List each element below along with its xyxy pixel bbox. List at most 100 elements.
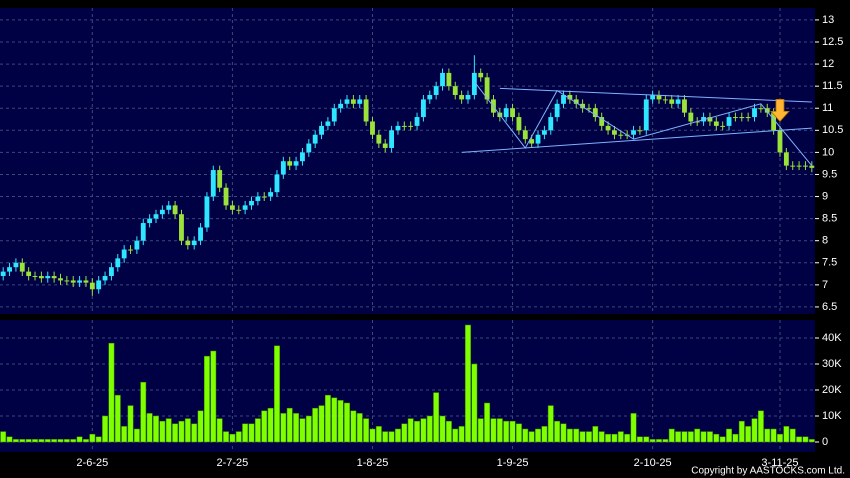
y-tick-label: 10 (822, 146, 834, 158)
y-tick-label: 12 (822, 58, 834, 70)
volume-bar (554, 420, 561, 443)
y-tick-label: 7 (822, 279, 828, 291)
candle-body (140, 223, 146, 241)
volume-bar (465, 324, 471, 443)
candle-body (478, 72, 484, 78)
volume-bar (770, 428, 777, 443)
volume-bar (439, 415, 446, 443)
candle-body (280, 161, 286, 175)
candle-body (64, 280, 70, 282)
signal-arrow (770, 99, 790, 123)
candle-body (732, 117, 738, 119)
candle-body (414, 117, 420, 126)
candle-body (465, 94, 471, 100)
candle-body (249, 200, 254, 206)
y-tick-label: 6.5 (822, 301, 837, 313)
candle-body (38, 276, 44, 279)
volume-bar (528, 431, 535, 443)
candle-body (128, 249, 133, 251)
x-tick-label: 2-6-25 (76, 457, 108, 469)
volume-bar (452, 428, 459, 443)
volume-bar (274, 345, 280, 443)
y-tick-label: 11 (822, 102, 833, 114)
volume-bar (541, 426, 548, 443)
candle-body (427, 94, 433, 100)
candle-body (745, 117, 751, 119)
candle-body (185, 240, 191, 246)
candle-body (452, 86, 458, 95)
candle-body (115, 258, 121, 268)
volume-bar (299, 418, 306, 443)
candle-body (109, 267, 114, 277)
volume-bar (83, 439, 89, 443)
volume-bar (254, 418, 261, 443)
candle-body (331, 108, 337, 122)
volume-bar (318, 405, 325, 443)
candle-body (268, 192, 274, 197)
candle-body (605, 125, 611, 131)
trend-line (473, 81, 813, 166)
volume-bar (38, 439, 45, 443)
volume-bar (133, 428, 140, 443)
candle-body (389, 130, 395, 148)
volume-bar (802, 436, 809, 443)
volume-bar (586, 431, 592, 443)
volume-bar (649, 439, 656, 443)
volume-bar (235, 431, 242, 443)
volume-bar (624, 433, 631, 443)
volume-bar (293, 413, 299, 443)
volume-bar (350, 410, 357, 443)
volume-bar (764, 428, 771, 443)
volume-bar (668, 428, 675, 443)
candle-body (484, 77, 490, 100)
candle-body (561, 94, 566, 104)
y-tick-label: 9.5 (822, 168, 837, 180)
candle-body (179, 214, 184, 241)
candle-body (548, 117, 554, 131)
volume-bar (560, 423, 567, 443)
volume-bar (369, 428, 376, 443)
candle-body (45, 276, 51, 279)
candle-body (573, 99, 579, 104)
candle-body (446, 72, 452, 87)
candle-body (357, 99, 363, 104)
y-tick-label: 11.5 (822, 80, 843, 92)
candle-body (777, 130, 783, 153)
candle-body (599, 117, 605, 126)
candle-body (790, 165, 796, 167)
volume-bar (675, 431, 682, 443)
volume-bar (153, 415, 159, 443)
volume-bar (102, 415, 108, 443)
volume-bar (261, 410, 268, 443)
candle-body (420, 99, 426, 118)
candle-body (395, 125, 401, 131)
volume-bar (751, 418, 758, 443)
candle-body (77, 280, 83, 283)
candle-body (274, 174, 280, 193)
candle-body (752, 108, 757, 118)
volume-bar (407, 418, 414, 443)
volume-bar (687, 431, 694, 443)
volume-bar (242, 423, 249, 443)
candle-body (19, 262, 25, 272)
candle-body (325, 121, 331, 126)
volume-bar (305, 415, 312, 443)
volume-bar (522, 428, 529, 443)
candle-body (261, 196, 267, 198)
candle-body (771, 112, 777, 131)
volume-bar (726, 428, 732, 443)
volume-bar (420, 418, 427, 443)
candle-body (217, 170, 223, 188)
x-tick-label: 2-10-25 (634, 457, 672, 469)
volume-bar (566, 428, 573, 443)
candle-body (255, 196, 261, 201)
candle-body (580, 103, 586, 109)
volume-bar (0, 431, 7, 443)
candle-body (32, 276, 38, 278)
volume-bar (375, 426, 382, 443)
candle-body (522, 130, 528, 140)
volume-bar (713, 433, 720, 443)
candle-body (134, 240, 140, 250)
candle-body (83, 280, 89, 283)
candle-body (210, 170, 216, 197)
